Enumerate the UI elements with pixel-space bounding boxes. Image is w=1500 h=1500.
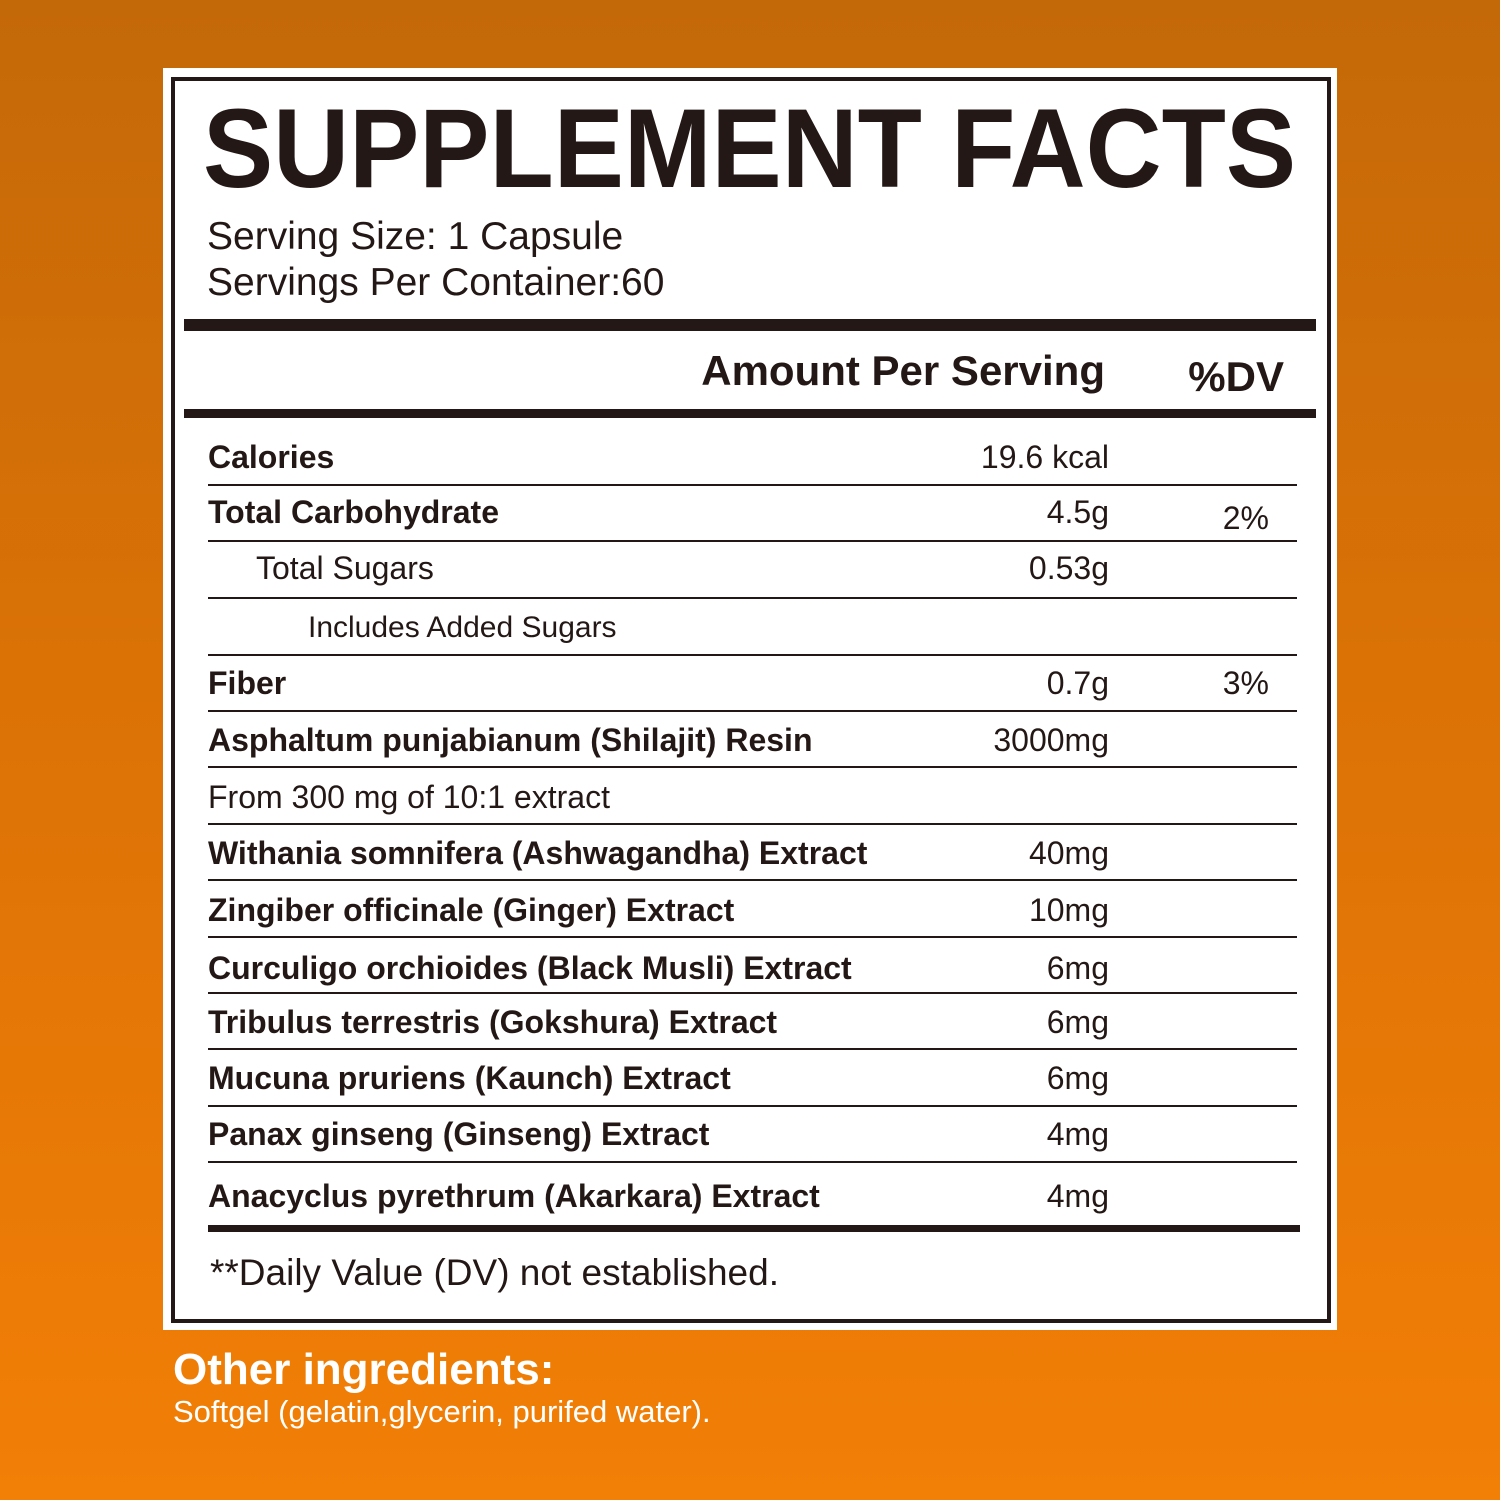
row-amount: 6mg (1046, 950, 1109, 986)
row-rule (208, 936, 1297, 938)
row-amount: 10mg (1028, 892, 1109, 928)
row: Total Sugars 0.53g (208, 543, 1297, 593)
row-rule (208, 1048, 1297, 1050)
row: Panax ginseng (Ginseng) Extract 4mg (208, 1109, 1297, 1159)
row-name: Total Sugars (256, 550, 434, 586)
row-amount: 6mg (1046, 1004, 1109, 1040)
thick-rule (184, 319, 1316, 331)
row-name: Tribulus terrestris (Gokshura) Extract (208, 1004, 778, 1040)
amount-header: Amount Per Serving (701, 347, 1105, 394)
row-rule (208, 484, 1297, 486)
footnote: **Daily Value (DV) not established. (210, 1252, 779, 1293)
row-name: Zingiber officinale (Ginger) Extract (208, 892, 735, 928)
row-amount: 4mg (1046, 1116, 1109, 1152)
row-rule (208, 654, 1297, 656)
row-rule (208, 766, 1297, 768)
title-svg: SUPPLEMENT FACTS (203, 95, 1296, 205)
row-amount: 4mg (1046, 1178, 1109, 1214)
row-name: Asphaltum punjabianum (Shilajit) Resin (208, 722, 813, 758)
label-panel (163, 68, 1337, 1330)
row-rule (208, 540, 1297, 542)
row: Calories 19.6 kcal (208, 432, 1297, 482)
row: Tribulus terrestris (Gokshura) Extract 6m… (208, 997, 1297, 1047)
row-name: Fiber (208, 665, 287, 701)
row-name: Calories (208, 439, 335, 475)
thick-rule (184, 409, 1316, 418)
row-rule (208, 879, 1297, 881)
row-amount: 4.5g (1046, 494, 1109, 530)
other-ingredients-title: Other ingredients: (173, 1345, 555, 1394)
row-amount: 0.7g (1046, 665, 1109, 701)
label-frame (171, 77, 1331, 1323)
row: Curculigo orchioides (Black Musli) Extra… (208, 943, 1297, 993)
row: Includes Added Sugars (208, 603, 1297, 653)
row-name: Curculigo orchioides (Black Musli) Extra… (208, 950, 852, 986)
row-rule (208, 710, 1297, 712)
row-name: Includes Added Sugars (308, 611, 617, 644)
row-rule (208, 597, 1297, 599)
row-rule (208, 1161, 1297, 1163)
row-name: From 300 mg of 10:1 extract (208, 779, 610, 815)
row: From 300 mg of 10:1 extract (208, 772, 1297, 822)
row-name: Total Carbohydrate (208, 494, 499, 530)
row-name: Withania somnifera (Ashwagandha) Extract (208, 835, 868, 871)
row-dv: 2% (1222, 500, 1269, 536)
row: Fiber 0.7g 3% (208, 658, 1297, 708)
row: Zingiber officinale (Ginger) Extract 10mg (208, 885, 1297, 935)
row-name: Anacyclus pyrethrum (Akarkara) Extract (208, 1178, 820, 1214)
row-amount: 3000mg (993, 722, 1109, 758)
row-rule (208, 992, 1297, 994)
row: Anacyclus pyrethrum (Akarkara) Extract 4m… (208, 1171, 1297, 1221)
row-name: Mucuna pruriens (Kaunch) Extract (208, 1060, 731, 1096)
row-rule (208, 823, 1297, 825)
serving-size: Serving Size: 1 Capsule (207, 215, 624, 258)
row: Withania somnifera (Ashwagandha) Extract… (208, 828, 1297, 878)
dv-header: %DV (1188, 353, 1284, 400)
row: Total Carbohydrate 4.5g 2% (208, 487, 1297, 537)
row-amount: 19.6 kcal (980, 439, 1109, 475)
thick-rule (208, 1225, 1300, 1232)
row-amount: 0.53g (1028, 550, 1109, 586)
servings-per-container: Servings Per Container:60 (207, 261, 665, 304)
title: SUPPLEMENT FACTS (203, 95, 1296, 205)
row: Asphaltum punjabianum (Shilajit) Resin 30… (208, 715, 1297, 765)
row-name: Panax ginseng (Ginseng) Extract (208, 1116, 710, 1152)
row-rule (208, 1105, 1297, 1107)
other-ingredients-text: Softgel (gelatin,glycerin, purifed water… (173, 1394, 711, 1429)
row-amount: 6mg (1046, 1060, 1109, 1096)
row-amount: 40mg (1028, 835, 1109, 871)
row-dv: 3% (1222, 665, 1269, 701)
row: Mucuna pruriens (Kaunch) Extract 6mg (208, 1053, 1297, 1103)
